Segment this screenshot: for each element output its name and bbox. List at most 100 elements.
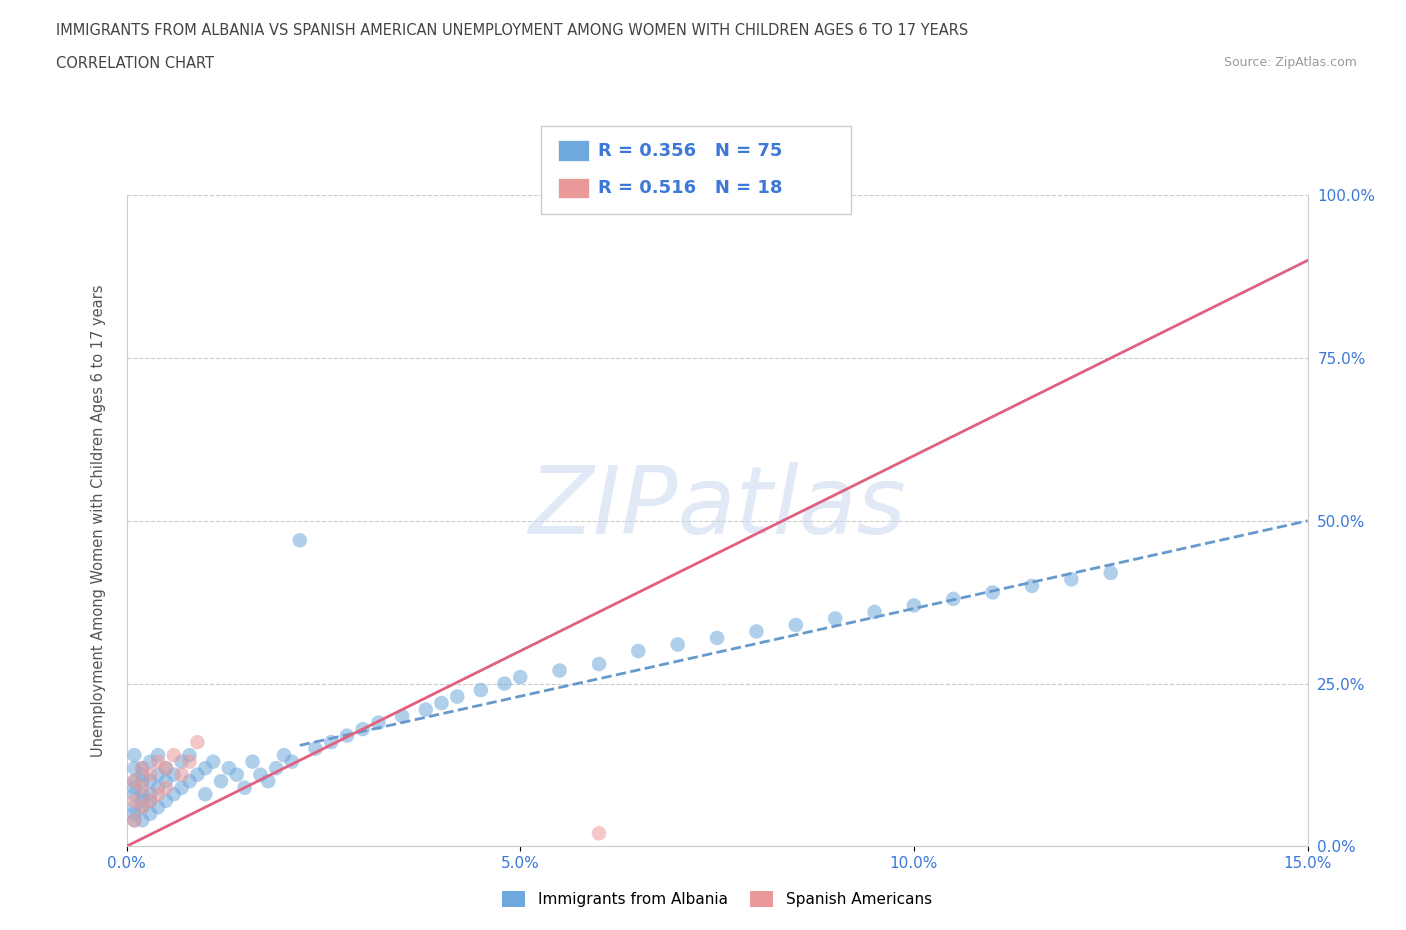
Point <box>163 787 186 802</box>
Text: R = 0.516   N = 18: R = 0.516 N = 18 <box>598 179 782 197</box>
Point <box>131 800 153 815</box>
Point <box>186 735 208 750</box>
Point <box>124 787 146 802</box>
Point <box>1021 578 1043 593</box>
Point <box>124 761 146 776</box>
Point <box>124 774 146 789</box>
Point <box>179 748 201 763</box>
Point <box>139 767 162 782</box>
Point <box>131 793 153 808</box>
Point <box>146 800 169 815</box>
Point <box>124 793 146 808</box>
Point <box>155 780 177 795</box>
Point <box>179 754 201 769</box>
Point <box>146 748 169 763</box>
Point <box>494 676 516 691</box>
Point <box>163 748 186 763</box>
Text: Source: ZipAtlas.com: Source: ZipAtlas.com <box>1223 56 1357 69</box>
Point <box>163 767 186 782</box>
Point <box>981 585 1004 600</box>
Point <box>155 793 177 808</box>
Point <box>627 644 650 658</box>
Point <box>249 767 271 782</box>
Point <box>194 787 217 802</box>
Text: ZIPatlas: ZIPatlas <box>529 462 905 553</box>
Point <box>139 793 162 808</box>
Point <box>202 754 225 769</box>
Text: CORRELATION CHART: CORRELATION CHART <box>56 56 214 71</box>
Point <box>242 754 264 769</box>
Point <box>139 793 162 808</box>
Point <box>273 748 295 763</box>
Point <box>321 735 343 750</box>
Point <box>470 683 492 698</box>
Point <box>131 767 153 782</box>
Point <box>131 780 153 795</box>
Point <box>186 767 208 782</box>
Point <box>233 780 256 795</box>
Point <box>170 767 193 782</box>
Point <box>225 767 247 782</box>
Point <box>194 761 217 776</box>
Point <box>131 800 153 815</box>
Point <box>391 709 413 724</box>
Point <box>415 702 437 717</box>
Point <box>131 761 153 776</box>
Point <box>146 754 169 769</box>
Text: IMMIGRANTS FROM ALBANIA VS SPANISH AMERICAN UNEMPLOYMENT AMONG WOMEN WITH CHILDR: IMMIGRANTS FROM ALBANIA VS SPANISH AMERI… <box>56 23 969 38</box>
Point <box>179 774 201 789</box>
Point <box>131 787 153 802</box>
Point <box>155 761 177 776</box>
Point <box>131 774 153 789</box>
Text: R = 0.356   N = 75: R = 0.356 N = 75 <box>598 141 782 160</box>
Y-axis label: Unemployment Among Women with Children Ages 6 to 17 years: Unemployment Among Women with Children A… <box>91 285 105 757</box>
Point <box>336 728 359 743</box>
Point <box>124 813 146 828</box>
Point <box>430 696 453 711</box>
Point <box>146 767 169 782</box>
Point <box>785 618 807 632</box>
Point <box>209 774 232 789</box>
Point <box>1060 572 1083 587</box>
Point <box>706 188 728 203</box>
Point <box>863 604 886 619</box>
Point <box>139 787 162 802</box>
Point <box>509 670 531 684</box>
Point <box>352 722 374 737</box>
Point <box>903 598 925 613</box>
Point <box>124 813 146 828</box>
Point <box>548 663 571 678</box>
Point <box>588 657 610 671</box>
Point <box>155 774 177 789</box>
Point <box>131 761 153 776</box>
Point <box>139 806 162 821</box>
Point <box>124 806 146 821</box>
Point <box>745 624 768 639</box>
Point <box>264 761 287 776</box>
Point <box>942 591 965 606</box>
Point <box>288 533 311 548</box>
Point <box>257 774 280 789</box>
Point <box>139 754 162 769</box>
Point <box>218 761 240 776</box>
Point <box>146 780 169 795</box>
Point <box>124 780 146 795</box>
Point <box>446 689 468 704</box>
Point <box>367 715 389 730</box>
Point <box>155 761 177 776</box>
Point <box>824 611 846 626</box>
Point <box>139 774 162 789</box>
Point <box>124 800 146 815</box>
Point <box>146 787 169 802</box>
Point <box>124 774 146 789</box>
Point <box>170 780 193 795</box>
Point <box>588 826 610 841</box>
Legend: Immigrants from Albania, Spanish Americans: Immigrants from Albania, Spanish America… <box>496 885 938 913</box>
Point <box>666 637 689 652</box>
Point <box>304 741 326 756</box>
Point <box>706 631 728 645</box>
Point <box>281 754 304 769</box>
Point <box>124 748 146 763</box>
Point <box>170 754 193 769</box>
Point <box>131 813 153 828</box>
